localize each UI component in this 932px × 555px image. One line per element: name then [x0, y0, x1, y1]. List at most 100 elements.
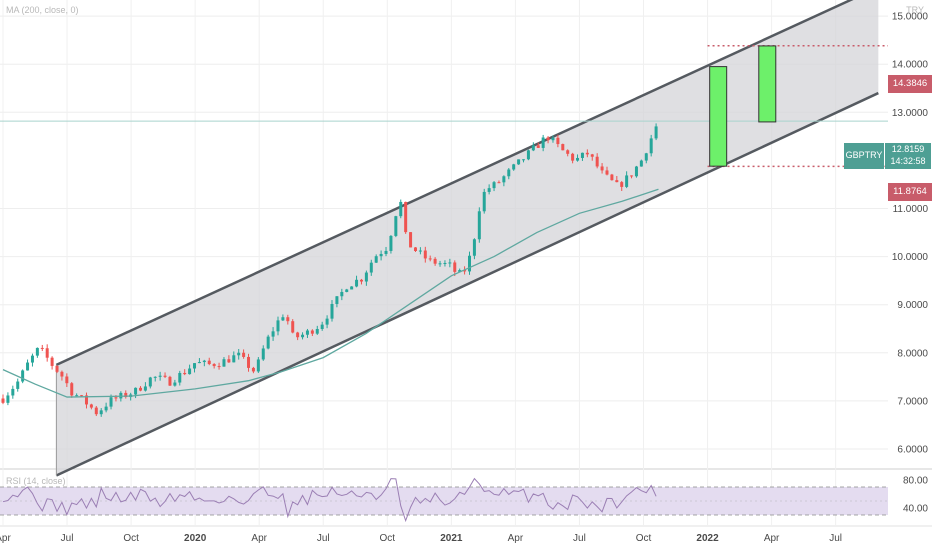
candle-body — [301, 334, 305, 338]
candle-body — [571, 153, 575, 161]
candle-body — [502, 176, 506, 183]
x-tick-label: Apr — [764, 533, 780, 544]
candle-body — [109, 397, 113, 407]
currency-label: TRY — [906, 5, 924, 15]
candle-body — [134, 387, 138, 395]
candle-body — [625, 175, 629, 187]
candle-body — [561, 144, 565, 151]
candle-body — [325, 318, 329, 325]
x-tick-label: Jul — [573, 533, 586, 544]
candle-body — [512, 164, 516, 170]
candle-body — [251, 367, 255, 372]
candle-body — [639, 160, 643, 167]
lower-target-price-tag: 11.8764 — [888, 183, 932, 201]
candle-body — [202, 360, 206, 363]
candle-body — [448, 262, 452, 264]
candle-body — [65, 376, 69, 384]
candle-body — [443, 262, 447, 264]
x-tick-label: Apr — [508, 533, 524, 544]
candle-body — [75, 395, 79, 397]
y-tick-label: 14.0000 — [892, 60, 929, 71]
candle-body — [492, 182, 496, 189]
x-tick-label: 2020 — [184, 533, 207, 544]
candle-body — [168, 376, 172, 386]
rsi-tick-label: 80.00 — [903, 476, 928, 487]
rsi-indicator-label[interactable]: RSI (14, close) — [6, 476, 66, 486]
candle-body — [217, 366, 221, 368]
candle-body — [247, 356, 251, 368]
candle-body — [148, 377, 152, 387]
candle-body — [30, 355, 34, 363]
candle-body — [409, 232, 413, 248]
candle-body — [291, 321, 295, 333]
candle-body — [45, 348, 49, 358]
target-rect-1 — [709, 66, 728, 167]
candle-body — [143, 386, 147, 391]
candle-body — [153, 376, 157, 378]
candle-body — [463, 270, 467, 272]
candle-body — [50, 357, 54, 366]
candle-body — [1, 398, 5, 403]
candle-body — [163, 375, 167, 377]
candle-body — [207, 360, 211, 365]
candle-body — [364, 272, 368, 282]
y-tick-label: 15.0000 — [892, 12, 929, 23]
candle-body — [497, 182, 501, 184]
candle-body — [649, 138, 653, 154]
current-price-value: 12.8159 — [891, 144, 925, 154]
x-tick-label: 2022 — [696, 533, 719, 544]
candle-body — [654, 126, 658, 139]
candle-body — [158, 375, 162, 377]
candle-body — [261, 348, 265, 360]
ma-line — [2, 188, 659, 398]
x-tick-label: Oct — [636, 533, 652, 544]
candle-body — [183, 372, 187, 375]
candle-body — [433, 258, 437, 264]
candle-body — [237, 352, 241, 356]
candle-body — [26, 362, 30, 371]
candle-body — [438, 263, 442, 265]
candle-body — [566, 150, 570, 154]
ma-indicator-label[interactable]: MA (200, close, 0) — [6, 5, 79, 15]
candles-group — [1, 123, 658, 417]
y-tick-label: 8.0000 — [897, 348, 928, 359]
candle-body — [517, 159, 521, 165]
y-tick-label: 6.0000 — [897, 445, 928, 456]
candle-body — [384, 250, 388, 254]
countdown-value: 14:32:58 — [890, 156, 926, 166]
channel-lower-line — [55, 91, 879, 477]
candle-body — [35, 347, 39, 356]
candle-body — [595, 156, 599, 167]
candle-body — [227, 359, 231, 363]
candle-body — [541, 137, 545, 148]
candle-body — [522, 159, 526, 161]
current-price-box: 12.8159 14:32:58 — [885, 143, 931, 169]
rsi-tick-label: 40.00 — [903, 504, 928, 515]
candle-body — [620, 182, 624, 187]
candle-body — [305, 330, 309, 335]
candle-body — [556, 137, 560, 145]
rsi-line — [2, 477, 657, 523]
candle-body — [89, 404, 93, 408]
candle-body — [355, 279, 359, 287]
candle-body — [359, 279, 363, 282]
candle-body — [320, 324, 324, 329]
candle-body — [70, 383, 74, 396]
candle-body — [84, 395, 88, 405]
candle-body — [330, 303, 334, 319]
candle-body — [605, 170, 609, 175]
candle-body — [531, 145, 535, 151]
candle-body — [212, 364, 216, 367]
x-tick-label: Jul — [829, 533, 842, 544]
candle-body — [222, 359, 226, 367]
candle-body — [526, 150, 530, 160]
target-rect-2 — [758, 45, 777, 123]
candle-body — [16, 381, 20, 389]
candle-body — [458, 270, 462, 272]
candle-body — [477, 211, 481, 240]
candle-body — [94, 407, 98, 415]
candle-body — [610, 174, 614, 181]
y-tick-label: 7.0000 — [897, 396, 928, 407]
